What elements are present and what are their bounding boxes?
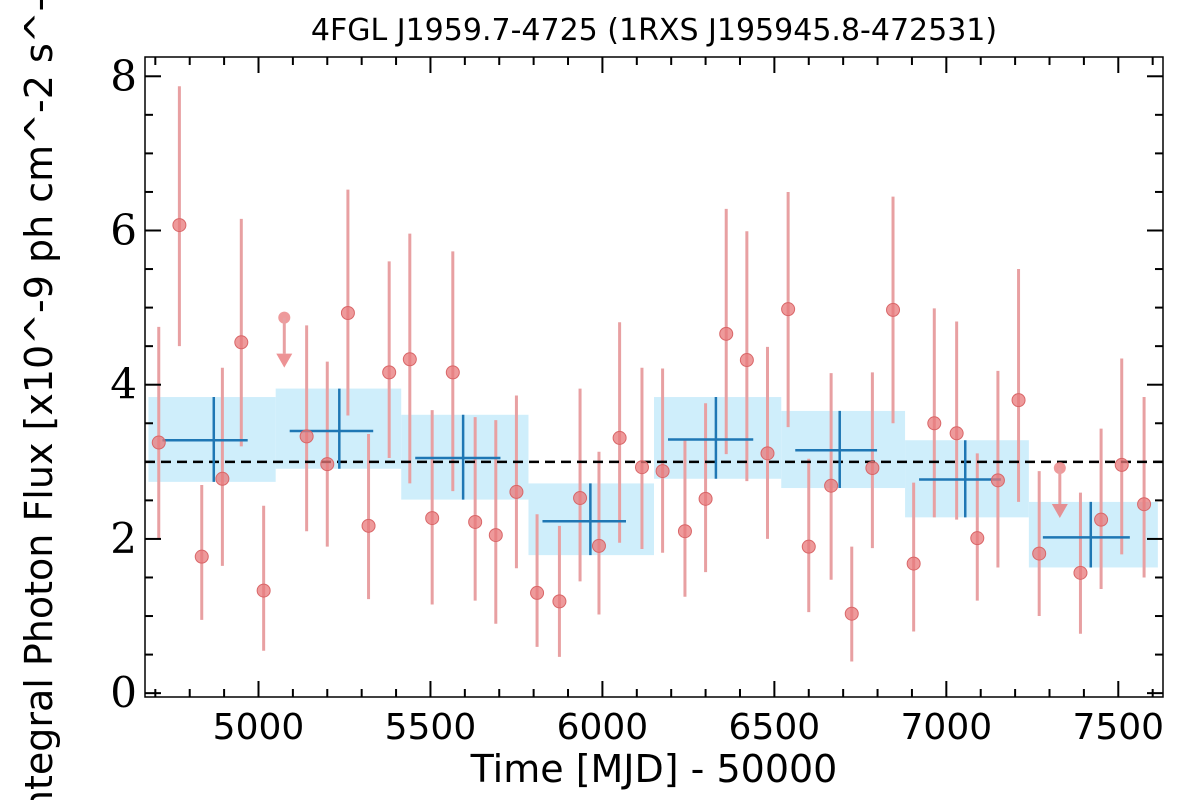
flux-point [256, 583, 271, 598]
flux-point [844, 606, 859, 621]
flux-point [215, 471, 230, 486]
x-tick-label: 6000 [557, 707, 649, 748]
flux-point [468, 514, 483, 529]
flux-point [949, 426, 964, 441]
bin-band [654, 397, 782, 479]
flux-point [1114, 457, 1129, 472]
flux-point [530, 585, 545, 600]
upper-limit-arrow [276, 353, 293, 368]
flux-point [906, 556, 921, 571]
bin-uncertainty-bands [148, 388, 1158, 568]
binned-flux-crosses [162, 388, 1130, 568]
flux-point [886, 302, 901, 317]
flux-point [172, 218, 187, 233]
x-tick-label: 5500 [385, 707, 477, 748]
flux-point [1032, 546, 1047, 561]
flux-point [634, 460, 649, 475]
flux-point [552, 594, 567, 609]
flux-point [612, 430, 627, 445]
x-axis-label: Time [MJD] - 50000 [470, 747, 838, 791]
flux-point [151, 435, 166, 450]
flux-point [361, 518, 376, 533]
flux-point [1011, 393, 1026, 408]
flux-point [824, 478, 839, 493]
y-tick-label: 6 [110, 205, 137, 254]
flux-point [299, 429, 314, 444]
point-error-bars [157, 86, 1146, 662]
flux-point [970, 531, 985, 546]
flux-point [1073, 565, 1088, 580]
flux-points [151, 218, 1152, 621]
x-tick-labels: 5000 5500 6000 6500 7000 7500 [213, 707, 1164, 748]
flux-point [382, 365, 397, 380]
x-tick-label: 5000 [213, 707, 305, 748]
flux-point [698, 491, 713, 506]
flux-point [677, 524, 692, 539]
y-tick-label: 8 [110, 51, 137, 100]
flux-point [425, 511, 440, 526]
flux-point [1094, 512, 1109, 527]
flux-point [234, 335, 249, 350]
flux-point [781, 302, 796, 317]
flux-point [591, 538, 606, 553]
y-tick-label: 4 [110, 360, 137, 409]
x-tick-label: 6500 [729, 707, 821, 748]
bin-band [1028, 501, 1158, 568]
flux-point [1137, 497, 1152, 512]
flux-point [445, 365, 460, 380]
chart-title: 4FGL J1959.7-4725 (1RXS J195945.8-472531… [311, 13, 997, 48]
flux-point [990, 473, 1005, 488]
upper-limit-arrow [1051, 503, 1068, 518]
flux-point [340, 306, 355, 320]
y-tick-labels: 0 2 4 6 8 [110, 51, 137, 717]
flux-point [739, 353, 754, 368]
flux-point [320, 457, 335, 472]
plot-frame [144, 56, 1164, 698]
flux-point [801, 539, 816, 554]
flux-point [865, 460, 880, 475]
flux-point [488, 528, 503, 543]
x-tick-label: 7000 [901, 707, 993, 748]
flux-point [194, 549, 209, 564]
flux-point [655, 464, 670, 479]
flux-point [402, 352, 417, 367]
y-tick-label: 0 [110, 668, 137, 717]
upper-limit-markers [276, 311, 1068, 518]
flux-point [927, 416, 942, 431]
axis-ticks [145, 57, 1163, 697]
flux-point [760, 446, 775, 461]
x-tick-label: 7500 [1072, 707, 1164, 748]
flux-point [719, 326, 734, 341]
y-tick-label: 2 [110, 514, 137, 563]
y-axis-label: Integral Photon Flux [x10^-9 ph cm^-2 s^… [17, 0, 61, 800]
flux-point [509, 484, 524, 499]
flux-point [573, 491, 588, 506]
